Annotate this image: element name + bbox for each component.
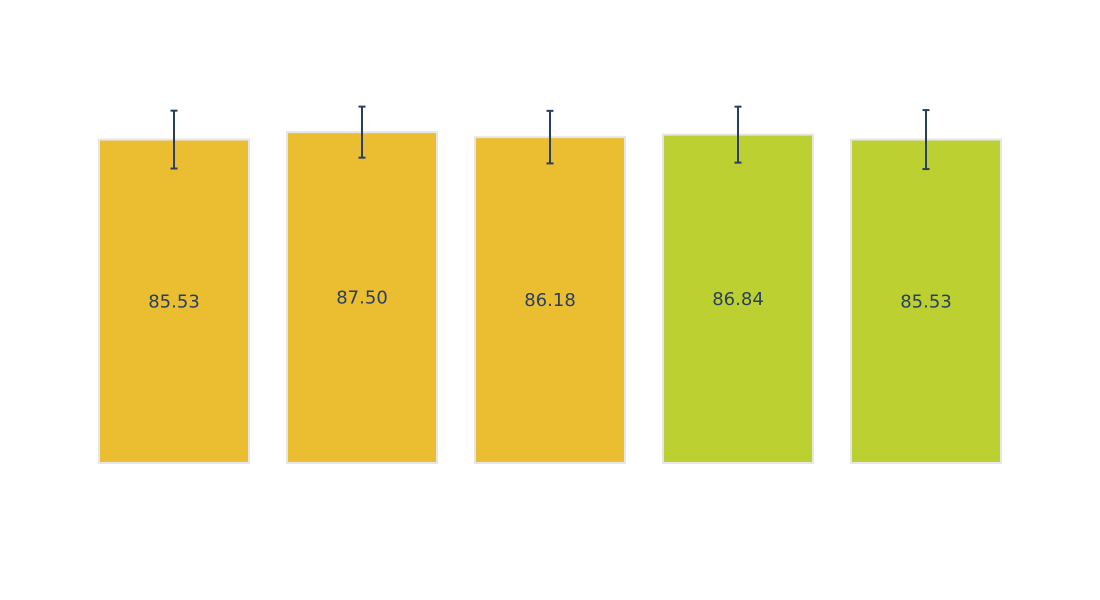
error-bar-3 — [546, 109, 554, 165]
bar-1 — [98, 138, 250, 464]
bar-labels-layer: 85.53 87.50 86.18 86.84 85.53 — [148, 288, 952, 313]
bar-value-label-3: 86.18 — [524, 290, 576, 311]
bar-2 — [286, 131, 438, 464]
error-bar-5 — [922, 109, 930, 171]
bar-value-label-1: 85.53 — [148, 291, 200, 312]
bar-value-label-4: 86.84 — [712, 289, 764, 310]
bar-value-label-2: 87.50 — [336, 288, 388, 309]
error-bar-1 — [170, 109, 178, 170]
bar-value-label-5: 85.53 — [900, 291, 952, 312]
error-bar-4 — [734, 105, 742, 164]
error-bar-2 — [358, 105, 366, 159]
error-bars-layer — [170, 105, 930, 171]
bar-5 — [850, 138, 1002, 464]
bar-4 — [662, 133, 814, 464]
